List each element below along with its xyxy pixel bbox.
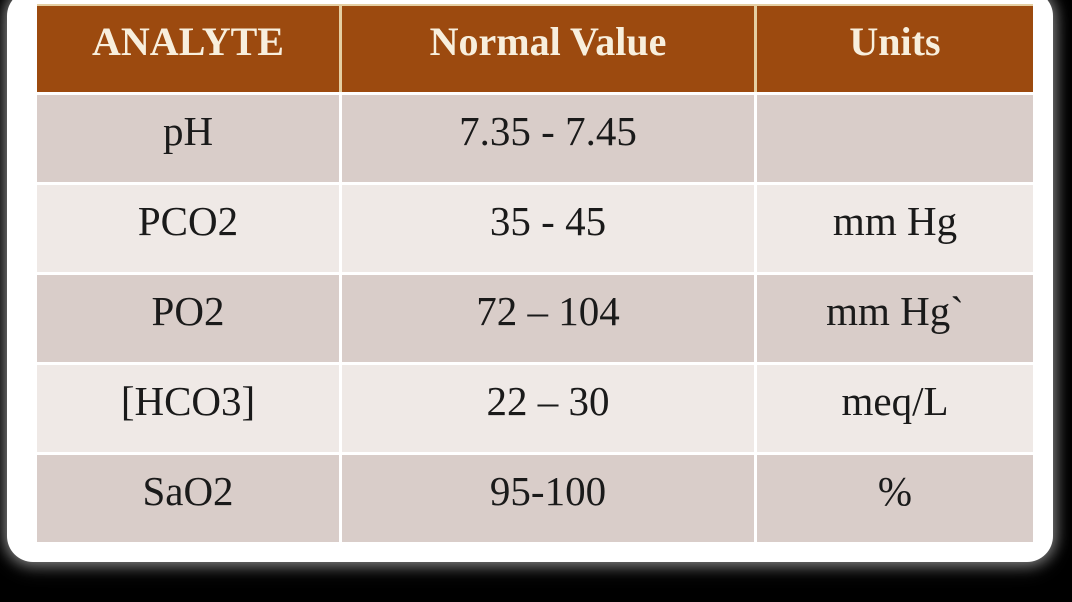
table-row-hco3: [HCO3] 22 – 30 meq/L	[37, 365, 1033, 452]
cell-units: meq/L	[757, 365, 1033, 452]
cell-normal-value: 72 – 104	[342, 275, 754, 362]
table-body: pH 7.35 - 7.45 PCO2 35 - 45 mm Hg PO2 72…	[37, 92, 1033, 542]
table-row-pco2: PCO2 35 - 45 mm Hg	[37, 185, 1033, 272]
header-cell-analyte: ANALYTE	[37, 6, 339, 92]
table-card: ANALYTE Normal Value Units pH 7.35 - 7.4…	[7, 0, 1053, 562]
table-row-sao2: SaO2 95-100 %	[37, 455, 1033, 542]
cell-analyte: PCO2	[37, 185, 339, 272]
cell-normal-value: 7.35 - 7.45	[342, 95, 754, 182]
table-header-row: ANALYTE Normal Value Units	[37, 4, 1033, 92]
analyte-table: ANALYTE Normal Value Units pH 7.35 - 7.4…	[37, 4, 1033, 542]
table-row-po2: PO2 72 – 104 mm Hg`	[37, 275, 1033, 362]
cell-normal-value: 22 – 30	[342, 365, 754, 452]
cell-analyte: [HCO3]	[37, 365, 339, 452]
cell-normal-value: 95-100	[342, 455, 754, 542]
cell-analyte: PO2	[37, 275, 339, 362]
table-row-ph: pH 7.35 - 7.45	[37, 95, 1033, 182]
header-cell-units: Units	[757, 6, 1033, 92]
cell-normal-value: 35 - 45	[342, 185, 754, 272]
header-cell-normal-value: Normal Value	[342, 6, 754, 92]
cell-units: mm Hg	[757, 185, 1033, 272]
cell-analyte: pH	[37, 95, 339, 182]
cell-analyte: SaO2	[37, 455, 339, 542]
cell-units	[757, 95, 1033, 182]
cell-units: %	[757, 455, 1033, 542]
cell-units: mm Hg`	[757, 275, 1033, 362]
